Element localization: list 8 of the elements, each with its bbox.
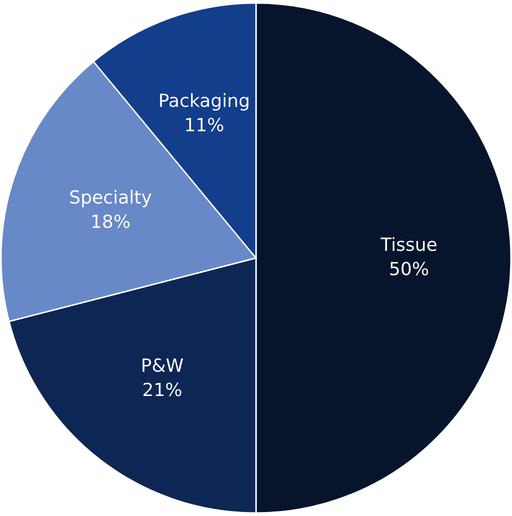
data-label: 11% bbox=[186, 118, 224, 132]
slice-label: Specialty bbox=[70, 190, 152, 208]
data-label: 21% bbox=[143, 382, 182, 396]
slice-label: Tissue bbox=[380, 237, 436, 252]
slice-label: P&W bbox=[142, 358, 184, 372]
data-label: 18% bbox=[92, 214, 130, 228]
slice-label: Packaging bbox=[160, 93, 248, 111]
data-label: 50% bbox=[390, 262, 428, 276]
